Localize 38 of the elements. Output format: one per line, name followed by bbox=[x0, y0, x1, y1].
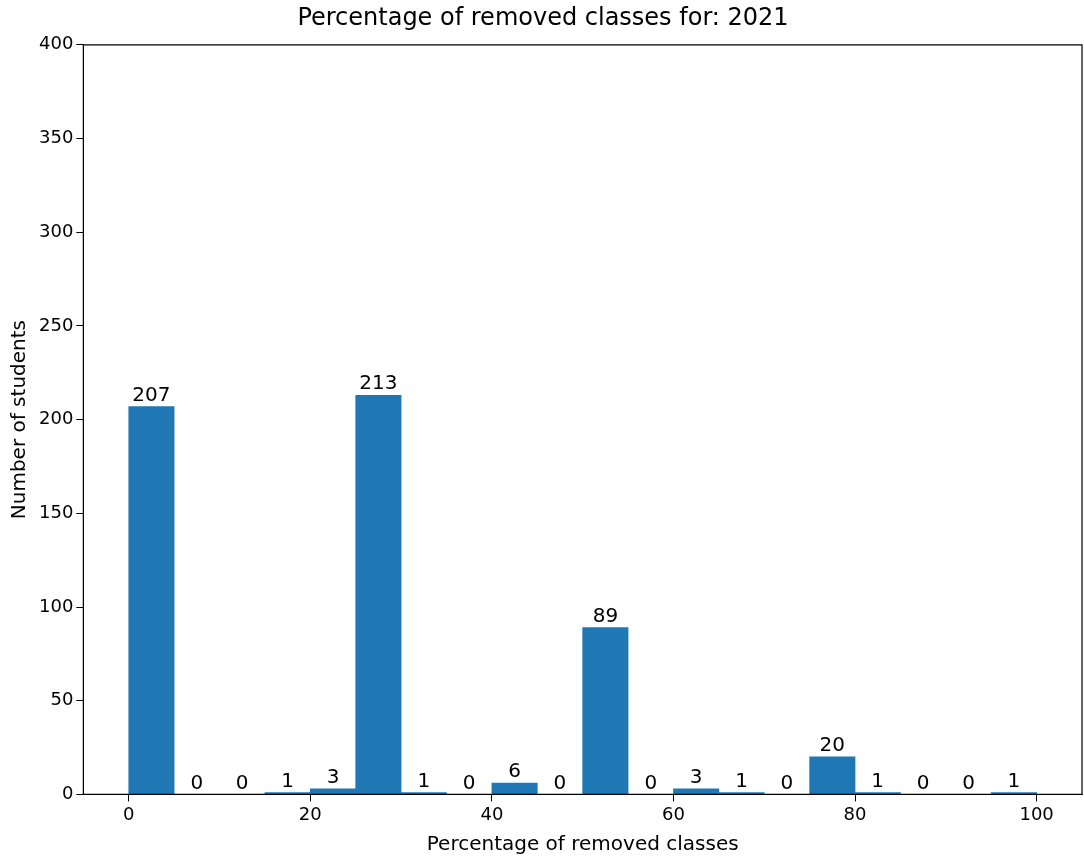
y-tick-label: 400 bbox=[39, 32, 74, 54]
x-tick-label: 20 bbox=[298, 802, 322, 824]
data-label: 0 bbox=[644, 769, 658, 794]
x-tick-label: 0 bbox=[123, 802, 135, 824]
data-label: 213 bbox=[359, 370, 398, 395]
data-label: 6 bbox=[508, 758, 521, 783]
y-tick-label: 300 bbox=[39, 219, 74, 241]
data-label: 0 bbox=[780, 769, 794, 794]
data-label: 1 bbox=[735, 767, 748, 792]
data-label: 0 bbox=[916, 769, 930, 794]
y-tick-label: 100 bbox=[39, 594, 74, 616]
x-axis-title: Percentage of removed classes bbox=[426, 831, 739, 856]
data-label: 207 bbox=[132, 381, 171, 406]
data-label: 1 bbox=[1007, 767, 1021, 792]
x-tick-label: 80 bbox=[843, 802, 867, 824]
y-tick-label: 150 bbox=[39, 500, 74, 522]
y-axis-title: Number of students bbox=[6, 319, 31, 520]
chart-title: Percentage of removed classes for: 2021 bbox=[297, 2, 789, 31]
y-tick-label: 200 bbox=[39, 407, 74, 429]
x-tick-label: 40 bbox=[480, 802, 504, 824]
x-tick-label: 60 bbox=[662, 802, 685, 824]
data-label: 0 bbox=[962, 769, 975, 794]
data-label: 0 bbox=[462, 769, 476, 794]
y-tick-label: 250 bbox=[39, 313, 74, 335]
y-tick-label: 0 bbox=[61, 782, 74, 804]
data-label: 1 bbox=[281, 767, 294, 792]
y-tick-label: 50 bbox=[50, 688, 74, 710]
x-tick-label: 100 bbox=[1019, 802, 1054, 824]
data-label: 89 bbox=[592, 602, 619, 627]
data-label: 1 bbox=[417, 767, 431, 792]
data-label: 1 bbox=[871, 767, 885, 792]
data-label: 3 bbox=[689, 763, 703, 788]
data-label: 3 bbox=[326, 763, 340, 788]
data-label: 0 bbox=[190, 769, 204, 794]
data-label: 20 bbox=[819, 732, 846, 757]
data-label: 0 bbox=[235, 769, 249, 794]
y-tick-label: 350 bbox=[39, 126, 74, 148]
data-label: 0 bbox=[553, 769, 567, 794]
